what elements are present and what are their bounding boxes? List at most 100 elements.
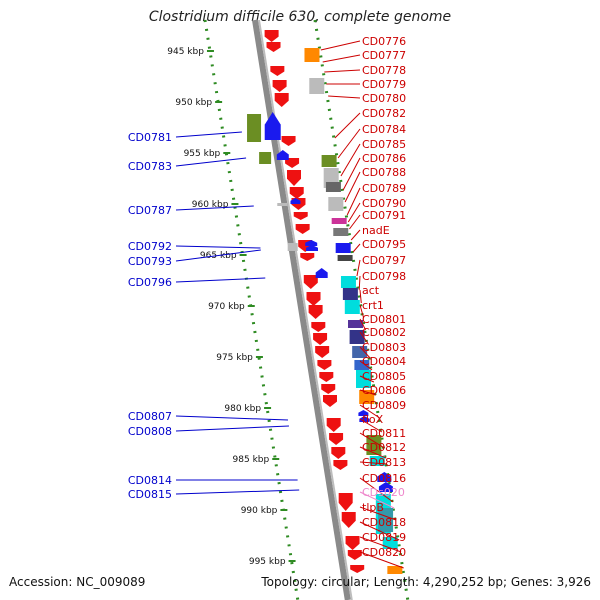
gene-label-right: CD0811	[362, 427, 406, 440]
feature-block	[342, 288, 358, 300]
gene-arrow	[274, 93, 289, 107]
ruler-label: 955 kbp	[184, 149, 221, 159]
ruler-label: 995 kbp	[249, 557, 286, 567]
gene-label-right: nadE	[362, 224, 390, 237]
feature-block	[309, 78, 325, 94]
leader-line	[359, 506, 397, 521]
feature-block	[378, 508, 394, 532]
leader-line	[175, 415, 289, 421]
leader-line	[334, 112, 361, 139]
gene-arrow	[350, 565, 365, 573]
gene-arrow	[303, 275, 318, 289]
gene-label-right: CD0801	[362, 313, 406, 326]
feature-block	[259, 152, 272, 164]
gene-label-right: CD0789	[362, 182, 406, 195]
gene-label-right: CD0802	[362, 326, 406, 339]
gene-label-right: CD0820	[362, 546, 406, 559]
gene-label-right: CD0788	[362, 166, 406, 179]
gene-label-right: CD0786	[362, 152, 406, 165]
leader-line	[359, 304, 365, 319]
gene-label-left: CD0807	[128, 410, 172, 423]
leader-line	[356, 259, 361, 277]
gene-arrow	[281, 136, 296, 146]
gene-label-right: CD0779	[362, 78, 406, 91]
gene-arrow	[270, 66, 285, 76]
gene-arrow	[345, 536, 360, 550]
leader-line	[322, 54, 361, 63]
leader-line	[352, 243, 361, 253]
feature-block	[356, 370, 371, 388]
gene-label-left: CD0787	[128, 204, 172, 217]
feature-block	[369, 456, 385, 466]
gene-arrow	[311, 322, 326, 332]
feature-block	[328, 197, 344, 211]
ruler-label: 950 kbp	[175, 98, 212, 108]
gene-arrow	[287, 170, 301, 186]
gene-arrow	[264, 30, 279, 42]
leader-line	[175, 131, 242, 138]
gene-label-right: CD0798	[362, 270, 406, 283]
feature-block	[366, 435, 382, 455]
gene-arrow	[326, 418, 341, 432]
feature-block	[325, 182, 341, 192]
gene-label-right: CD0776	[362, 35, 406, 48]
leader-line	[344, 171, 361, 203]
gene-arrow	[319, 372, 334, 382]
leader-line	[175, 425, 289, 432]
gene-arrow	[285, 158, 300, 168]
feature-block	[352, 346, 368, 358]
leader-line	[359, 331, 369, 344]
leader-line	[337, 128, 361, 159]
leader-line	[359, 461, 388, 465]
leader-line	[359, 418, 383, 433]
gene-label-right: CD0805	[362, 370, 406, 383]
leader-line	[175, 245, 261, 249]
feature-block	[304, 48, 320, 62]
gene-label-right: CD0812	[362, 441, 406, 454]
gene-label-left: CD0796	[128, 276, 172, 289]
gene-arrow	[321, 384, 336, 394]
gene-arrow	[317, 360, 332, 370]
leader-line	[349, 214, 361, 230]
gene-arrow	[295, 224, 310, 234]
feature-block	[321, 155, 337, 167]
gene-label-right: CDs020	[362, 486, 405, 499]
gene-label-right: CD0782	[362, 107, 406, 120]
ruler-label: 990 kbp	[241, 506, 278, 516]
ruler-label: 945 kbp	[167, 47, 204, 57]
gene-label-right: CD0804	[362, 355, 406, 368]
leader-line	[320, 40, 361, 51]
gene-label-right: crt1	[362, 299, 384, 312]
gene-arrow	[300, 253, 315, 261]
gene-label-left: CD0792	[128, 240, 172, 253]
leader-line	[359, 375, 375, 383]
gene-label-right: act	[362, 284, 380, 297]
leader-line	[359, 477, 394, 503]
gene-arrow	[293, 212, 308, 220]
gene-label-right: CD0803	[362, 341, 406, 354]
leader-line	[359, 346, 371, 359]
ruler-label: 985 kbp	[233, 455, 270, 465]
leader-line	[359, 404, 380, 419]
gene-label-right: CD0790	[362, 197, 406, 210]
gene-label-right: CD0795	[362, 238, 406, 251]
gene-arrow	[306, 292, 321, 306]
gene-arrow	[323, 395, 337, 407]
feature-block	[333, 228, 349, 236]
feature-block	[287, 243, 298, 251]
gene-label-right: CD0809	[362, 399, 406, 412]
ruler-label: 960 kbp	[192, 200, 229, 210]
ruler-label: 970 kbp	[208, 302, 245, 312]
gene-label-left: CD0814	[128, 474, 172, 487]
leader-line	[324, 69, 361, 73]
gene-label-right: CD0780	[362, 92, 406, 105]
gene-label-right: CD0806	[362, 384, 406, 397]
gene-label-right: CD0784	[362, 123, 406, 136]
gene-arrow	[333, 460, 348, 470]
gene-label-right: CD0819	[362, 531, 406, 544]
gene-arrow	[331, 447, 346, 459]
ruler-label: 975 kbp	[216, 353, 253, 363]
gene-arrow	[305, 240, 318, 246]
